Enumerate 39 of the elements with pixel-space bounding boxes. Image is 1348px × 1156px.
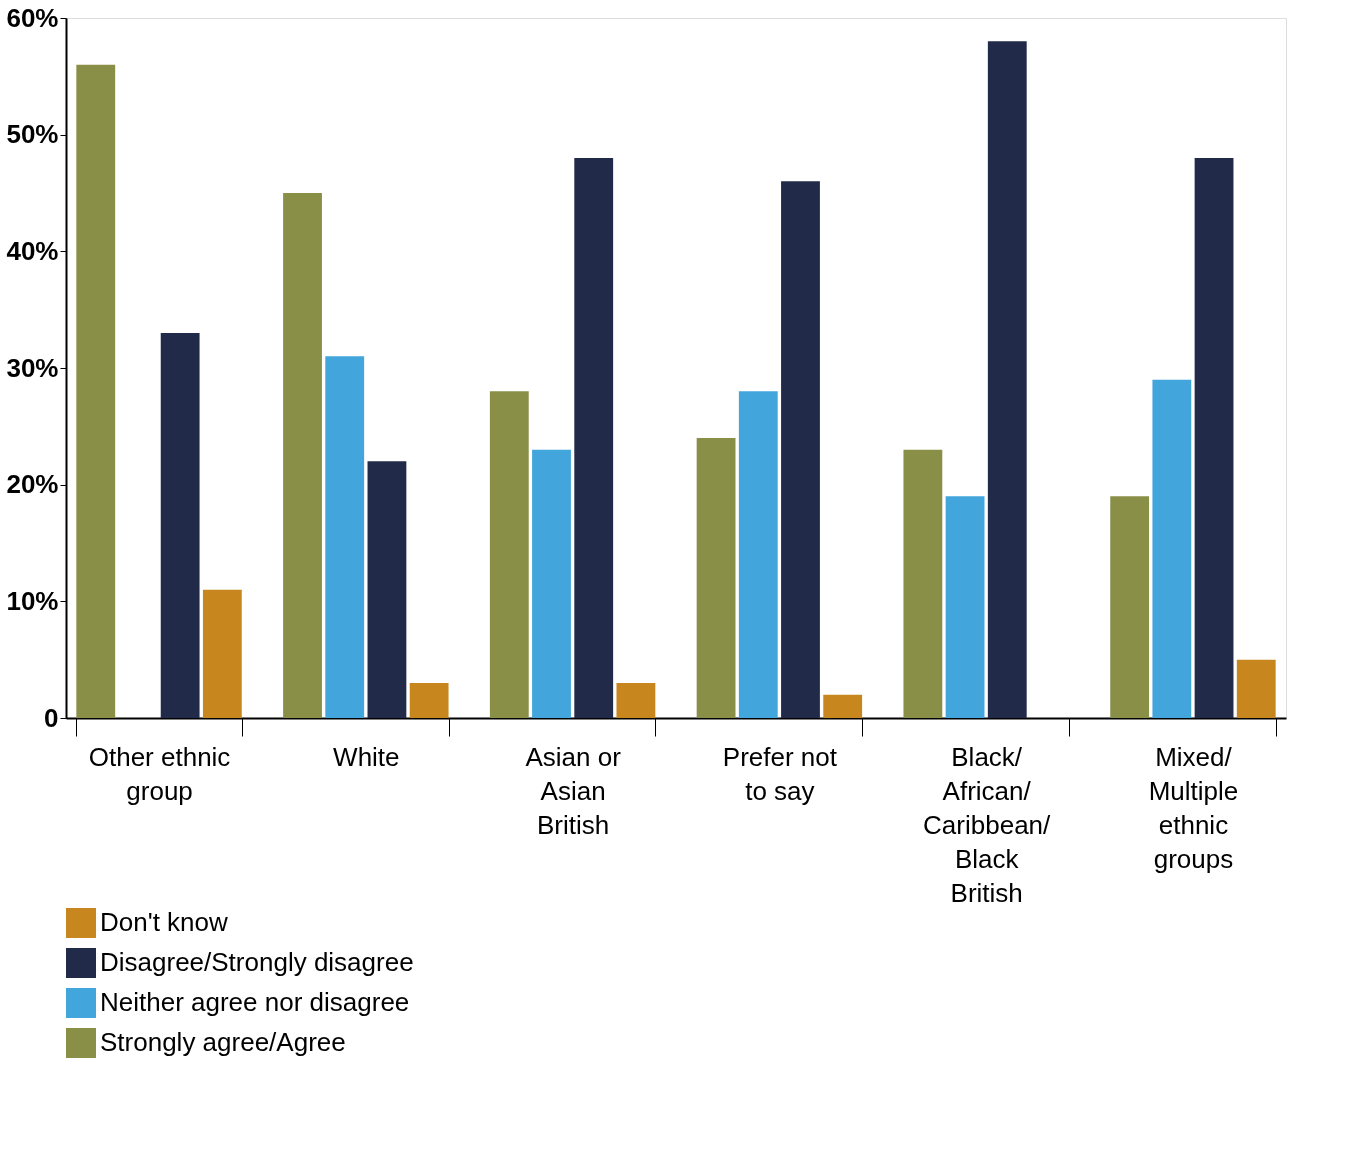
- y-tick-label: 30%: [6, 352, 59, 383]
- y-tick-label: 40%: [6, 235, 59, 266]
- bar: [574, 158, 614, 718]
- bar: [616, 683, 656, 718]
- bar: [945, 496, 985, 718]
- bar: [325, 356, 365, 718]
- bar: [738, 391, 778, 718]
- y-tick-label: 60%: [6, 2, 59, 33]
- bar: [1110, 496, 1150, 718]
- legend-label: Neither agree nor disagree: [100, 987, 410, 1017]
- bar: [489, 391, 529, 718]
- bar: [76, 64, 116, 718]
- bar: [409, 683, 449, 718]
- bar: [160, 333, 200, 718]
- bar: [903, 449, 943, 718]
- x-tick-label: Black/African/Caribbean/Black British: [923, 741, 1052, 908]
- bar: [283, 193, 322, 718]
- bar: [823, 694, 863, 718]
- y-tick-label: 10%: [6, 585, 59, 616]
- bar: [202, 589, 242, 718]
- bar: [1236, 659, 1276, 718]
- y-tick-label: 0: [44, 702, 59, 733]
- x-tick-label: Mixed/Multiple ethnic groups: [1148, 741, 1239, 874]
- bar: [696, 438, 736, 718]
- x-tick-label: Prefer not to say: [722, 741, 838, 806]
- bar: [987, 41, 1027, 718]
- x-tick-label: Other ethnic group: [88, 741, 231, 806]
- bar: [1194, 158, 1234, 718]
- legend-label: Don't know: [100, 907, 229, 937]
- legend-label: Strongly agree/Agree: [100, 1027, 346, 1057]
- bar: [367, 461, 407, 718]
- y-tick-label: 20%: [6, 469, 59, 500]
- x-tick-label: White: [333, 741, 400, 772]
- x-tick-label: Asian or Asian British: [525, 741, 622, 840]
- y-tick-label: 50%: [6, 119, 59, 150]
- bar: [1152, 379, 1192, 718]
- bar: [532, 449, 571, 718]
- legend-label: Disagree/Strongly disagree: [100, 947, 414, 977]
- bar: [781, 181, 820, 718]
